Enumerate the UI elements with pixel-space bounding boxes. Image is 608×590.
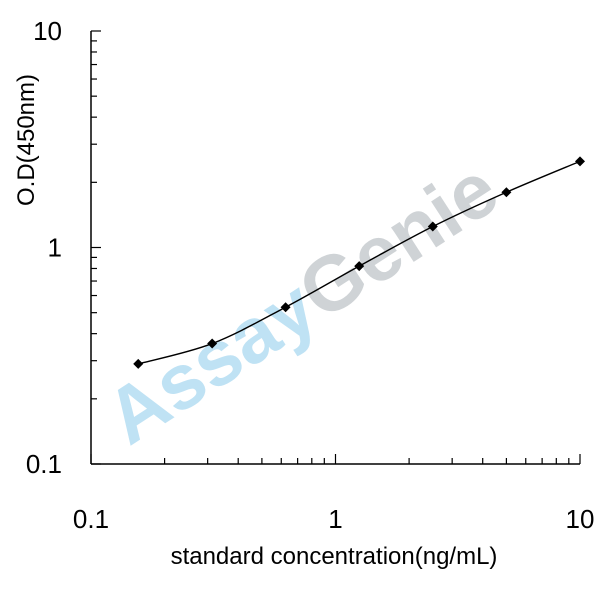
y-tick-label: 10: [33, 16, 62, 46]
y-axis-title: O.D(450nm): [13, 74, 40, 206]
watermark-accent: Genie: [283, 144, 513, 336]
watermark: AssayGenie: [90, 144, 512, 461]
x-tick-label: 1: [328, 504, 342, 534]
marker-layer: [133, 156, 585, 369]
data-point-marker: [207, 338, 218, 349]
tick-label-layer: 0.1 1 10 0.1 1 10: [26, 16, 595, 534]
watermark-main: Assay: [90, 262, 331, 461]
data-point-marker: [501, 187, 512, 198]
y-tick-label: 0.1: [26, 449, 62, 479]
x-axis-title: standard concentration(ng/mL): [171, 543, 498, 570]
data-point-marker: [575, 156, 585, 167]
axes: [90, 30, 581, 465]
data-point-marker: [280, 302, 291, 313]
data-point-marker: [354, 261, 365, 272]
data-point-marker: [133, 358, 144, 369]
x-tick-label: 10: [566, 504, 595, 534]
x-tick-label: 0.1: [73, 504, 109, 534]
data-point-marker: [427, 221, 438, 232]
y-tick-label: 1: [48, 233, 62, 263]
svg-text:AssayGenie: AssayGenie: [90, 144, 512, 461]
